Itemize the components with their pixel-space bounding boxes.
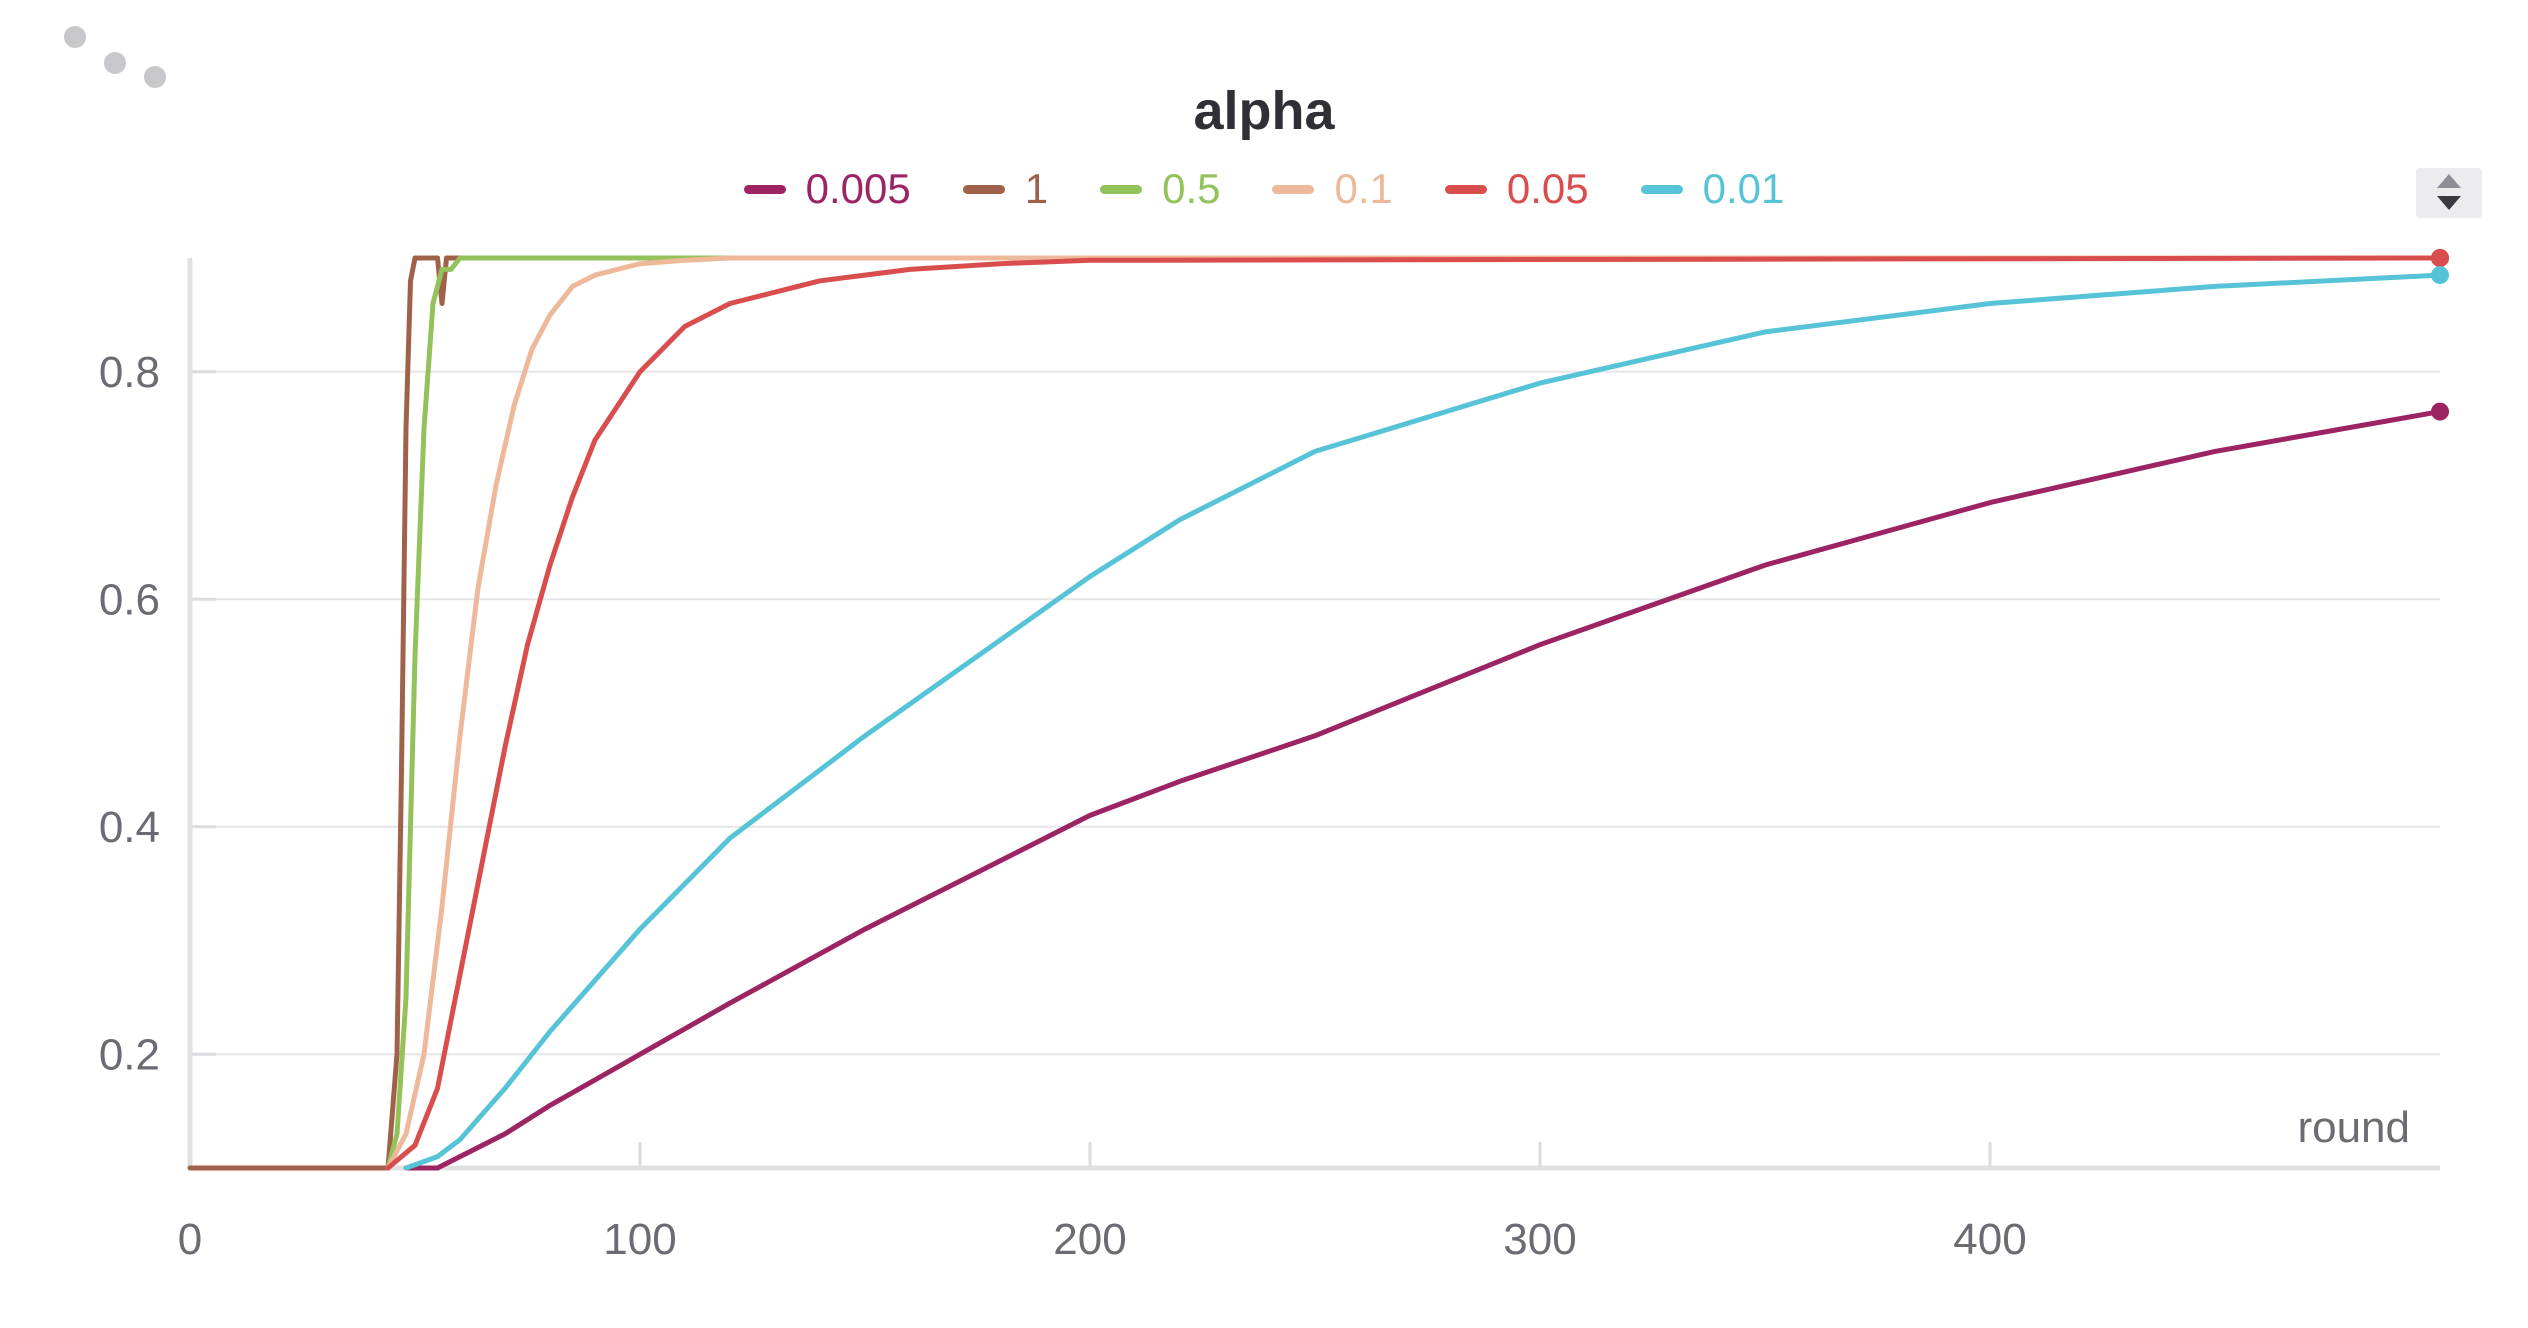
x-axis-label: round — [2297, 1103, 2410, 1152]
series-line-0.5[interactable] — [385, 255, 2443, 1171]
y-tick-label: 0.4 — [99, 803, 160, 852]
legend-item-0.005[interactable]: 0.005 — [743, 165, 911, 213]
drag-handle-dots-icon[interactable] — [60, 22, 180, 92]
legend-swatch — [1272, 184, 1315, 194]
y-tick-label: 0.2 — [99, 1030, 160, 1079]
legend-item-1[interactable]: 1 — [962, 165, 1049, 213]
legend-swatch — [1640, 184, 1683, 194]
legend-item-0.05[interactable]: 0.05 — [1444, 165, 1589, 213]
legend-swatch — [1100, 184, 1143, 194]
x-tick-label: 300 — [1503, 1215, 1576, 1264]
legend-item-0.01[interactable]: 0.01 — [1640, 165, 1785, 213]
sort-down-icon — [2437, 196, 2461, 210]
legend-label: 0.05 — [1506, 165, 1589, 212]
sort-arrows-icon[interactable] — [2416, 168, 2482, 218]
chart-title: alpha — [1193, 81, 1335, 141]
x-tick-label: 400 — [1953, 1215, 2026, 1264]
legend-label: 0.1 — [1334, 165, 1393, 212]
legend-label: 0.005 — [805, 165, 911, 212]
legend-swatch — [1444, 184, 1487, 194]
x-tick-label: 200 — [1053, 1215, 1126, 1264]
legend-item-0.1[interactable]: 0.1 — [1272, 165, 1393, 213]
legend-label: 1 — [1024, 165, 1049, 212]
x-tick-label: 100 — [603, 1215, 676, 1264]
series-line-0.005[interactable] — [403, 409, 2443, 1171]
series-end-point-0.01 — [2431, 266, 2449, 285]
legend-label: 0.5 — [1162, 165, 1221, 212]
legend-swatch — [962, 184, 1005, 194]
series-end-point-0.005 — [2431, 402, 2449, 421]
sort-up-icon — [2437, 174, 2461, 188]
y-tick-label: 0.6 — [99, 575, 160, 624]
legend-swatch — [743, 184, 786, 194]
legend-label: 0.01 — [1702, 165, 1785, 212]
y-tick-label: 0.8 — [99, 348, 160, 397]
series-end-point-0.05 — [2431, 249, 2449, 267]
series-line-0.01[interactable] — [403, 272, 2443, 1171]
series-line-0.05[interactable] — [385, 255, 2443, 1171]
legend-item-0.5[interactable]: 0.5 — [1100, 165, 1220, 213]
series-line-1[interactable] — [187, 255, 2443, 1171]
legend: 0.005 1 0.5 0.1 0.05 0.01 — [0, 165, 2528, 213]
x-tick-label: 0 — [178, 1215, 202, 1264]
series-line-0.1[interactable] — [385, 255, 2443, 1171]
